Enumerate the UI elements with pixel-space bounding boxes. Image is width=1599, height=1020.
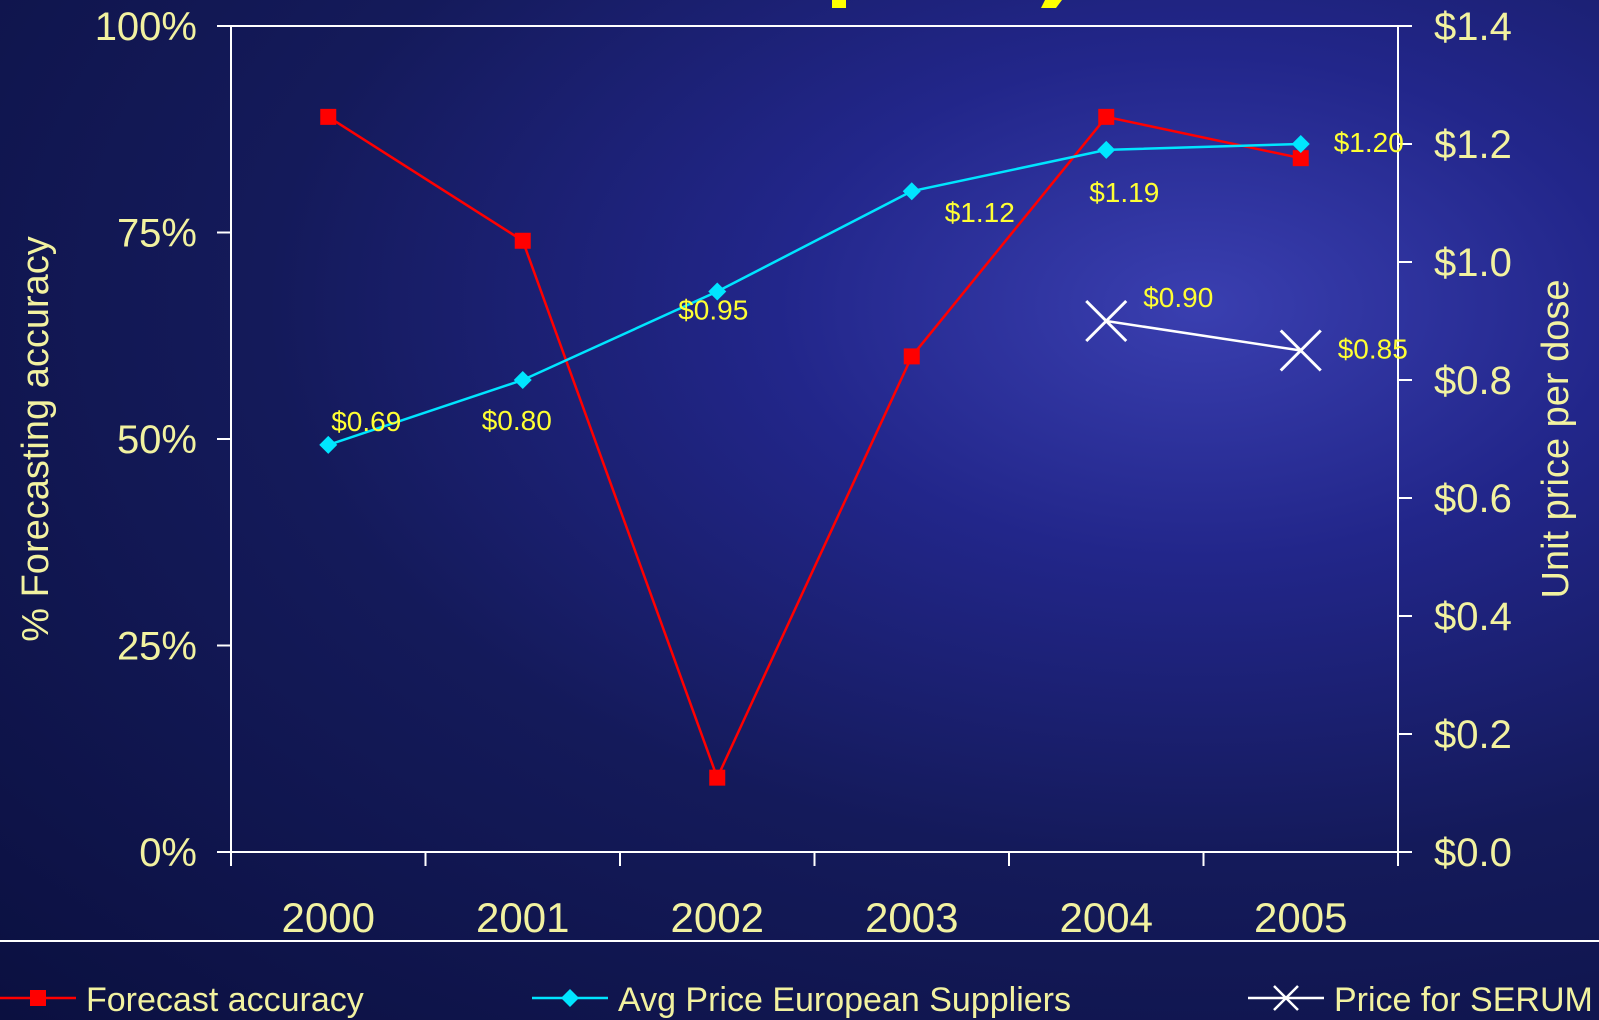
y-right-tick-label: $0.0	[1434, 831, 1512, 875]
data-label: $0.85	[1338, 334, 1408, 365]
diamond-marker	[708, 282, 727, 301]
y-left-tick-label: 100%	[95, 5, 197, 49]
x-tick-label: 2000	[282, 894, 375, 941]
legend-label: Price for SERUM	[1334, 981, 1593, 1019]
axes: 0% 25% 50% 75% 100% $0.0 $0.2 $0.4 $0.6 $0.8 $1.0 $…	[95, 5, 1512, 941]
legend-square-marker	[30, 990, 46, 1006]
diamond-marker	[1291, 135, 1310, 153]
legend-diamond-marker	[561, 989, 579, 1007]
y-right-tick-label: $1.4	[1434, 5, 1512, 49]
square-marker	[514, 232, 531, 249]
data-label: $1.20	[1334, 127, 1404, 158]
y-right-tick-label: $0.6	[1434, 477, 1512, 521]
y-axis-left-title: % Forecasting accuracy	[15, 236, 57, 642]
square-marker	[1292, 150, 1309, 167]
data-labels-layer: $0.69 $0.80 $0.95 $1.12 $1.19 $1.20 $0.90 $0.85	[331, 127, 1408, 437]
y-left-tick-label: 0%	[139, 831, 197, 875]
diamond-marker	[319, 435, 338, 454]
legend-x-marker	[1273, 985, 1299, 1011]
legend-label: Avg Price European Suppliers	[618, 981, 1071, 1019]
y-right-tick-label: $0.2	[1434, 713, 1512, 757]
series-line-1	[327, 115, 1302, 781]
y-left-tick-label: 50%	[117, 418, 197, 462]
x-tick-label: 2002	[671, 894, 764, 941]
square-marker	[709, 769, 726, 786]
diamond-marker	[513, 371, 532, 389]
square-marker	[320, 108, 337, 125]
x-marker	[1085, 299, 1128, 343]
title-fragment	[832, 0, 1062, 8]
square-marker	[1098, 108, 1115, 125]
data-label: $0.90	[1143, 282, 1213, 313]
y-axis-right-title: Unit price per dose	[1535, 280, 1577, 599]
y-right-tick-label: $0.8	[1434, 359, 1512, 403]
title-fragment-mark	[1041, 0, 1062, 8]
legend-label: Forecast accuracy	[86, 981, 364, 1019]
x-tick-label: 2001	[476, 894, 569, 941]
square-marker	[903, 348, 920, 365]
legend: Forecast accuracy Avg Price European Supp…	[0, 981, 1593, 1019]
data-label: $0.69	[331, 406, 401, 437]
series-line-2	[327, 142, 1301, 447]
diamond-marker	[902, 182, 921, 201]
x-tick-label: 2003	[865, 894, 958, 941]
x-tick-label: 2005	[1254, 894, 1347, 941]
plot-area-frame	[230, 25, 1399, 853]
diamond-marker	[1097, 140, 1116, 159]
y-left-tick-label: 75%	[117, 212, 197, 256]
x-tick-label: 2004	[1060, 894, 1153, 941]
y-right-tick-label: $1.2	[1434, 123, 1512, 167]
data-label: $0.95	[678, 295, 748, 326]
title-fragment-mark	[832, 0, 846, 8]
data-label: $1.19	[1089, 177, 1159, 208]
y-right-tick-label: $0.4	[1434, 595, 1512, 639]
data-label: $1.12	[945, 197, 1015, 228]
y-right-tick-label: $1.0	[1434, 241, 1512, 285]
data-label: $0.80	[482, 405, 552, 436]
y-left-tick-label: 25%	[117, 625, 197, 669]
x-marker	[1279, 329, 1322, 372]
series-layer	[319, 108, 1322, 786]
series-line-3	[1106, 319, 1301, 352]
